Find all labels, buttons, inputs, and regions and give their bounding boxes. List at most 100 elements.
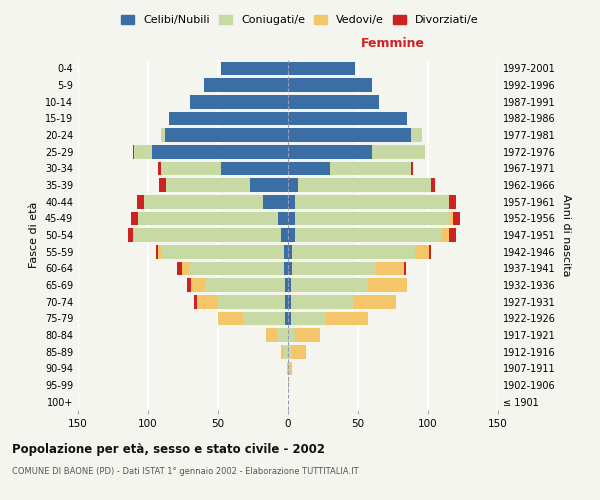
Bar	[218, 295, 285, 308]
Bar	[291, 312, 326, 325]
Bar	[281, 345, 284, 358]
Bar	[415, 245, 430, 258]
Bar	[131, 212, 138, 225]
Bar	[278, 212, 288, 225]
Bar	[288, 345, 292, 358]
Bar	[288, 362, 289, 375]
Bar	[197, 295, 218, 308]
Bar	[288, 145, 372, 158]
Bar	[266, 328, 277, 342]
Bar	[187, 278, 191, 292]
Bar	[288, 112, 407, 125]
Bar	[292, 245, 415, 258]
Bar	[158, 162, 161, 175]
Bar	[190, 95, 288, 108]
Bar	[165, 128, 288, 142]
Bar	[221, 62, 288, 75]
Bar	[291, 278, 368, 292]
Bar	[152, 145, 288, 158]
Bar	[281, 228, 288, 242]
Bar	[133, 228, 134, 242]
Bar	[221, 162, 288, 175]
Bar	[133, 145, 134, 158]
Text: COMUNE DI BAONE (PD) - Dati ISTAT 1° gennaio 2002 - Elaborazione TUTTITALIA.IT: COMUNE DI BAONE (PD) - Dati ISTAT 1° gen…	[12, 468, 359, 476]
Bar	[218, 312, 243, 325]
Bar	[292, 262, 376, 275]
Bar	[453, 212, 460, 225]
Bar	[194, 295, 197, 308]
Bar	[243, 312, 285, 325]
Bar	[288, 178, 298, 192]
Bar	[158, 245, 161, 258]
Bar	[144, 195, 263, 208]
Bar	[326, 312, 368, 325]
Bar	[288, 295, 291, 308]
Bar	[449, 195, 456, 208]
Bar	[449, 228, 456, 242]
Bar	[295, 195, 449, 208]
Bar	[295, 328, 320, 342]
Bar	[288, 195, 295, 208]
Bar	[161, 162, 221, 175]
Bar	[138, 212, 278, 225]
Bar	[285, 312, 288, 325]
Bar	[404, 262, 406, 275]
Bar	[442, 228, 449, 242]
Bar	[161, 245, 284, 258]
Bar	[431, 178, 435, 192]
Bar	[288, 378, 289, 392]
Bar	[288, 262, 292, 275]
Bar	[204, 78, 288, 92]
Bar	[288, 78, 372, 92]
Bar	[295, 228, 442, 242]
Bar	[285, 295, 288, 308]
Bar	[191, 278, 205, 292]
Bar	[182, 262, 188, 275]
Bar	[277, 328, 288, 342]
Bar	[288, 328, 295, 342]
Legend: Celibi/Nubili, Coniugati/e, Vedovi/e, Divorziati/e: Celibi/Nubili, Coniugati/e, Vedovi/e, Di…	[117, 10, 483, 30]
Bar	[354, 295, 396, 308]
Bar	[411, 128, 422, 142]
Bar	[288, 95, 379, 108]
Bar	[288, 128, 411, 142]
Bar	[250, 178, 288, 192]
Bar	[288, 245, 292, 258]
Bar	[169, 112, 288, 125]
Bar	[292, 345, 306, 358]
Y-axis label: Fasce di età: Fasce di età	[29, 202, 39, 268]
Bar	[285, 278, 288, 292]
Bar	[157, 245, 158, 258]
Bar	[372, 145, 425, 158]
Bar	[161, 128, 165, 142]
Bar	[284, 345, 288, 358]
Bar	[288, 228, 295, 242]
Bar	[411, 162, 413, 175]
Bar	[376, 262, 404, 275]
Bar	[298, 178, 431, 192]
Bar	[188, 262, 284, 275]
Bar	[288, 212, 295, 225]
Bar	[430, 245, 431, 258]
Bar	[288, 312, 291, 325]
Bar	[368, 278, 407, 292]
Bar	[287, 362, 288, 375]
Bar	[288, 162, 330, 175]
Bar	[330, 162, 411, 175]
Bar	[128, 228, 133, 242]
Bar	[166, 178, 250, 192]
Bar	[291, 295, 354, 308]
Bar	[134, 228, 281, 242]
Text: Femmine: Femmine	[361, 36, 425, 50]
Bar	[284, 262, 288, 275]
Bar	[205, 278, 285, 292]
Bar	[288, 278, 291, 292]
Bar	[449, 212, 453, 225]
Bar	[289, 362, 292, 375]
Bar	[263, 195, 288, 208]
Bar	[134, 145, 152, 158]
Text: Popolazione per età, sesso e stato civile - 2002: Popolazione per età, sesso e stato civil…	[12, 442, 325, 456]
Bar	[137, 195, 144, 208]
Bar	[288, 62, 355, 75]
Y-axis label: Anni di nascita: Anni di nascita	[561, 194, 571, 276]
